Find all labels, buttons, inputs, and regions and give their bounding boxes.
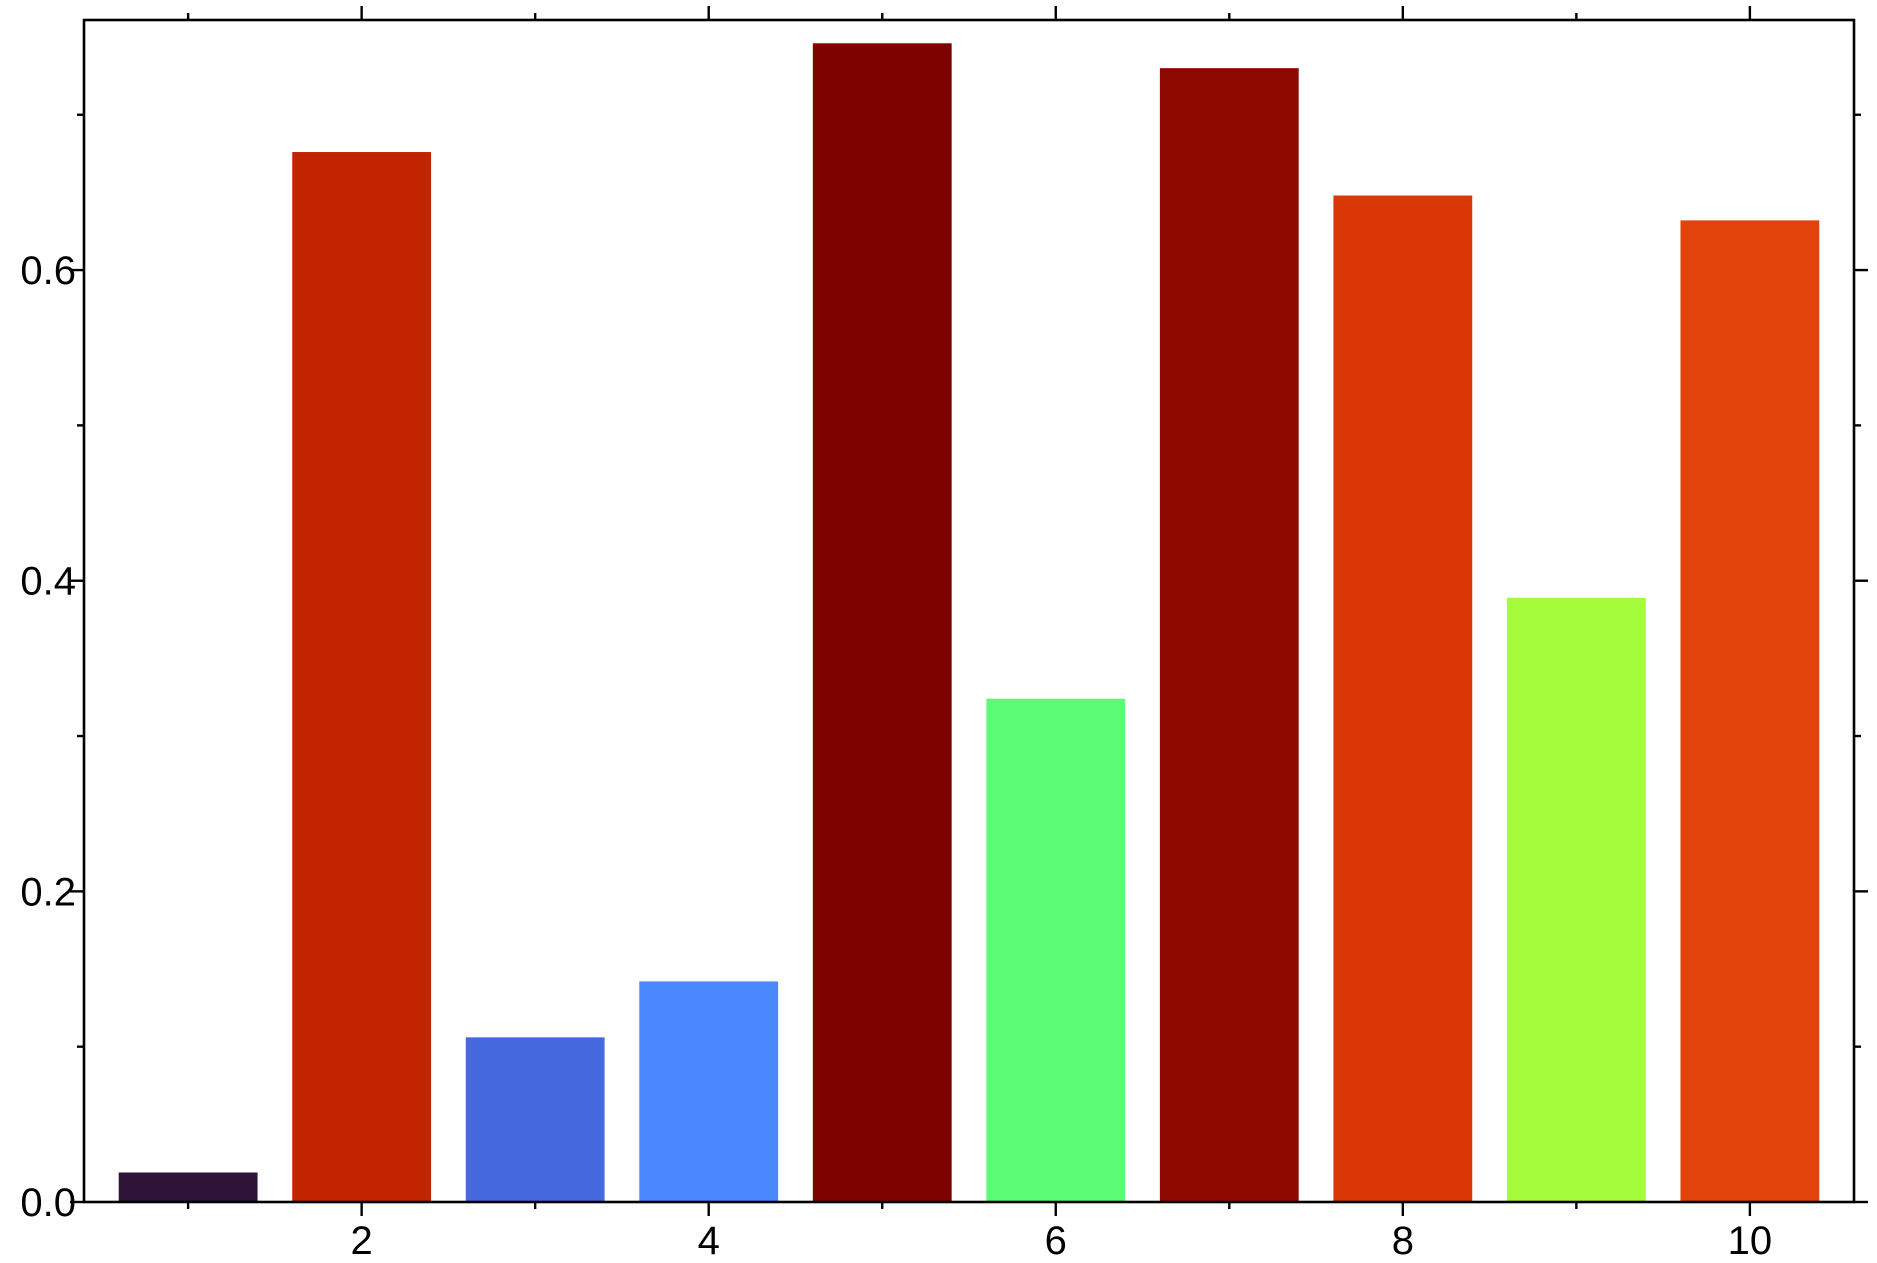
bar — [1159, 68, 1299, 1203]
x-tick-label: 10 — [1728, 1219, 1773, 1263]
y-tick-label: 0.0 — [20, 1181, 76, 1225]
bar — [292, 152, 432, 1202]
bar — [465, 1037, 605, 1202]
plot-frame — [82, 18, 1856, 1204]
y-tick-label: 0.2 — [20, 870, 76, 914]
x-tick-label: 8 — [1392, 1219, 1414, 1263]
x-tick-label: 4 — [698, 1219, 720, 1263]
bar — [1333, 195, 1473, 1202]
bar — [1506, 597, 1646, 1202]
bar — [986, 698, 1126, 1202]
bar — [639, 981, 779, 1202]
bar — [118, 1172, 258, 1202]
bar — [1680, 220, 1820, 1203]
x-tick-label: 6 — [1045, 1219, 1067, 1263]
y-tick-label: 0.6 — [20, 249, 76, 293]
y-tick-label: 0.4 — [20, 560, 76, 604]
bar — [812, 43, 952, 1202]
x-tick-label: 2 — [351, 1219, 373, 1263]
